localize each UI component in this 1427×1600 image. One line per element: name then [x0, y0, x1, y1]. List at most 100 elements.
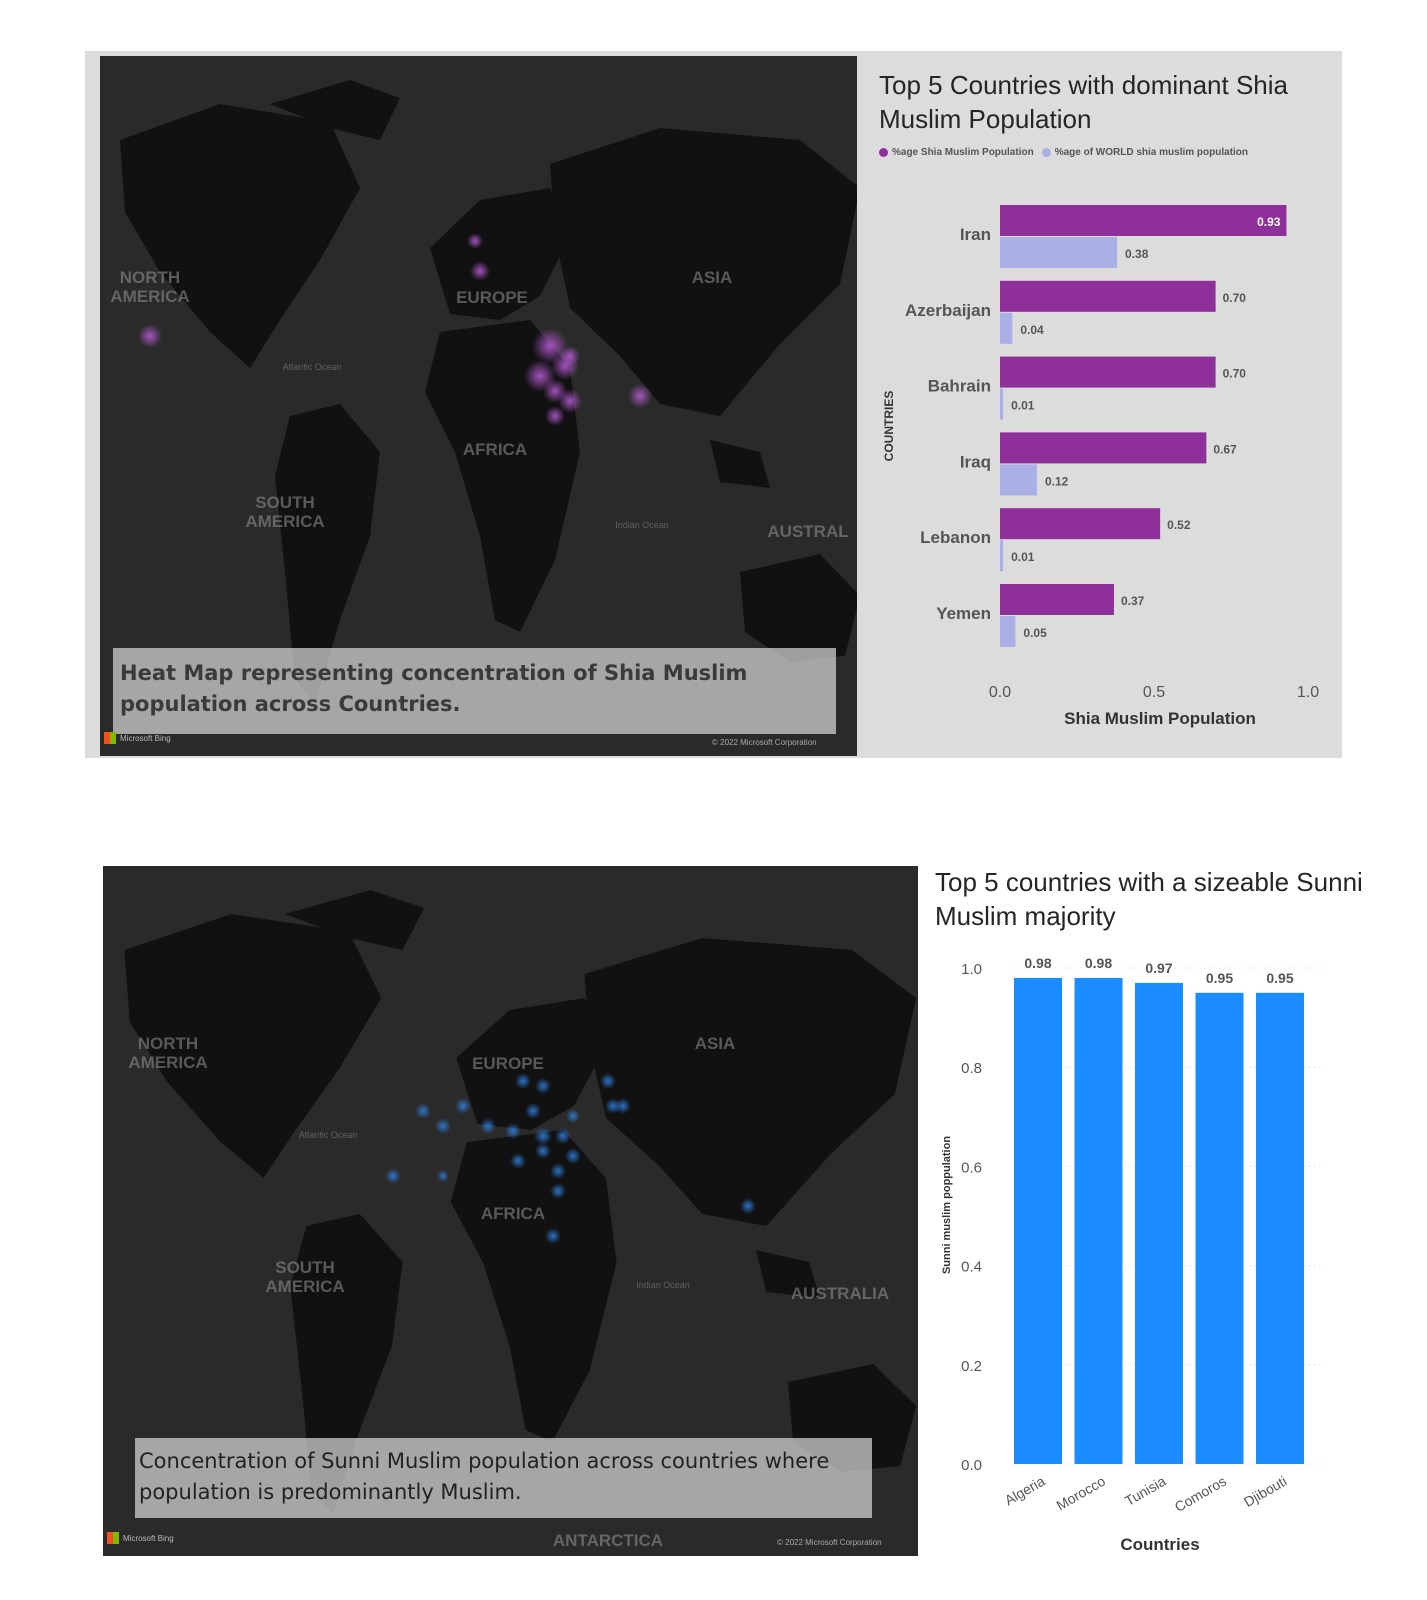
- data-label-shia: 0.93: [1257, 215, 1281, 229]
- data-label-world: 0.04: [1020, 323, 1044, 337]
- landmass-shape: [456, 998, 606, 1130]
- data-label-shia: 0.52: [1167, 518, 1191, 532]
- x-tick-label: Djibouti: [1241, 1473, 1289, 1510]
- map-label-europe: EUROPE: [472, 1054, 544, 1073]
- bar-world-iraq: [1000, 464, 1037, 496]
- data-label: 0.98: [1024, 955, 1051, 971]
- heat-point: [535, 1143, 551, 1159]
- bar-shia-lebanon: [1000, 508, 1161, 540]
- x-tick-label: 1.0: [1297, 684, 1319, 701]
- map-label-australia: AUSTRAL: [767, 522, 849, 541]
- map-label-asia: ASIA: [691, 268, 733, 287]
- y-tick-label: 0.4: [961, 1259, 982, 1276]
- heat-point: [415, 1103, 431, 1119]
- y-tick-label: 1.0: [961, 961, 982, 978]
- landmass-shape: [270, 80, 400, 140]
- landmass-shape: [425, 320, 580, 632]
- heat-point: [600, 1073, 616, 1089]
- bing-attribution[interactable]: Microsoft Bing: [104, 732, 171, 744]
- y-axis-title: Sunni muslim poppulation: [941, 1136, 953, 1274]
- landmass-shape: [740, 554, 857, 663]
- heat-point: [510, 1153, 526, 1169]
- map-label-africa: AFRICA: [462, 440, 528, 459]
- x-tick-label: Algeria: [1002, 1473, 1048, 1509]
- y-tick-label: Azerbaijan: [905, 301, 991, 320]
- y-tick-label: Bahrain: [928, 377, 991, 396]
- data-label-shia: 0.70: [1223, 367, 1247, 381]
- map-copyright: © 2022 Microsoft Corporation: [777, 1538, 882, 1547]
- heat-point: [740, 1198, 756, 1214]
- y-axis-title: COUNTRIES: [882, 391, 896, 462]
- map-label-australia: AUSTRALIA: [790, 1284, 890, 1303]
- bar-world-yemen: [1000, 616, 1016, 647]
- heat-point: [455, 1098, 471, 1114]
- map-label-europe: EUROPE: [456, 288, 528, 307]
- world-map-outline: [120, 80, 857, 704]
- map-copyright: © 2022 Microsoft Corporation: [712, 738, 817, 747]
- heat-point: [470, 261, 490, 281]
- bar-world-bahrain: [1000, 388, 1004, 420]
- data-label: 0.98: [1085, 955, 1112, 971]
- landmass-shape: [430, 188, 570, 320]
- data-label-world: 0.12: [1045, 474, 1069, 488]
- ocean-label-atlantic: Atlantic Ocean: [282, 362, 342, 372]
- data-label-shia: 0.70: [1223, 291, 1247, 305]
- bing-logo-icon: [104, 732, 116, 744]
- heat-point: [628, 384, 652, 408]
- data-label-world: 0.38: [1125, 247, 1149, 261]
- bing-attribution[interactable]: Microsoft Bing: [107, 1532, 174, 1544]
- data-label: 0.97: [1145, 960, 1172, 976]
- y-tick-label: 0.8: [961, 1060, 982, 1077]
- ocean-label-indian: Indian Ocean: [636, 1280, 690, 1290]
- x-tick-label: Morocco: [1054, 1473, 1109, 1514]
- data-label-shia: 0.67: [1213, 442, 1237, 456]
- heat-point: [515, 1073, 531, 1089]
- landmass-shape: [584, 938, 917, 1226]
- y-tick-label: Yemen: [936, 604, 991, 623]
- heat-point: [560, 346, 580, 366]
- data-label-world: 0.01: [1011, 550, 1035, 564]
- legend-swatch-world: [1041, 148, 1051, 157]
- data-label-world: 0.05: [1023, 626, 1047, 640]
- x-axis-title: Countries: [1120, 1535, 1199, 1554]
- landmass-shape: [275, 404, 380, 704]
- heat-point: [555, 1128, 571, 1144]
- heat-point: [480, 1118, 496, 1134]
- landmass-shape: [450, 1130, 617, 1442]
- x-axis-title: Shia Muslim Population: [1064, 709, 1256, 728]
- bar-world-lebanon: [1000, 540, 1004, 572]
- bing-label: Microsoft Bing: [120, 733, 171, 743]
- shia-heat-map[interactable]: NORTH AMERICA EUROPE ASIA AFRICA SOUTH A…: [100, 56, 857, 756]
- bar-shia-bahrain: [1000, 356, 1216, 388]
- data-label-world: 0.01: [1011, 399, 1035, 413]
- heat-point: [525, 1103, 541, 1119]
- landmass-shape: [550, 128, 857, 417]
- heat-point: [545, 406, 565, 426]
- bar-morocco: [1074, 977, 1123, 1464]
- bar-tunisia: [1135, 982, 1183, 1464]
- landmass-shape: [284, 890, 425, 950]
- y-tick-label: 0.6: [961, 1159, 982, 1176]
- legend-label-world: %age of WORLD shia muslim population: [1054, 147, 1249, 158]
- legend-swatch-shia: [879, 148, 888, 157]
- heat-point: [535, 1078, 551, 1094]
- data-label: 0.95: [1206, 970, 1233, 986]
- heat-point: [467, 233, 483, 249]
- map-label-south-america: SOUTH AMERICA: [265, 1258, 345, 1296]
- landmass-shape: [710, 440, 770, 489]
- heat-point: [138, 324, 162, 348]
- bing-label: Microsoft Bing: [123, 1533, 174, 1543]
- map-label-antarctica: ANTARCTICA: [552, 1531, 664, 1550]
- heat-point: [505, 1123, 521, 1139]
- bar-world-iran: [1000, 237, 1118, 268]
- sunni-map-caption: Concentration of Sunni Muslim population…: [135, 1438, 872, 1518]
- shia-chart-legend: %age Shia Muslim Population %age of WORL…: [879, 147, 1248, 158]
- y-tick-label: Iraq: [960, 452, 991, 471]
- y-tick-label: 0.2: [961, 1358, 982, 1375]
- bar-algeria: [1014, 977, 1062, 1464]
- sunni-heat-map[interactable]: NORTH AMERICA EUROPE ASIA AFRICA SOUTH A…: [103, 866, 918, 1556]
- x-tick-label: 0.5: [1143, 684, 1165, 701]
- landmass-shape: [755, 1250, 820, 1298]
- bar-djibouti: [1256, 992, 1304, 1464]
- data-label: 0.95: [1266, 970, 1293, 986]
